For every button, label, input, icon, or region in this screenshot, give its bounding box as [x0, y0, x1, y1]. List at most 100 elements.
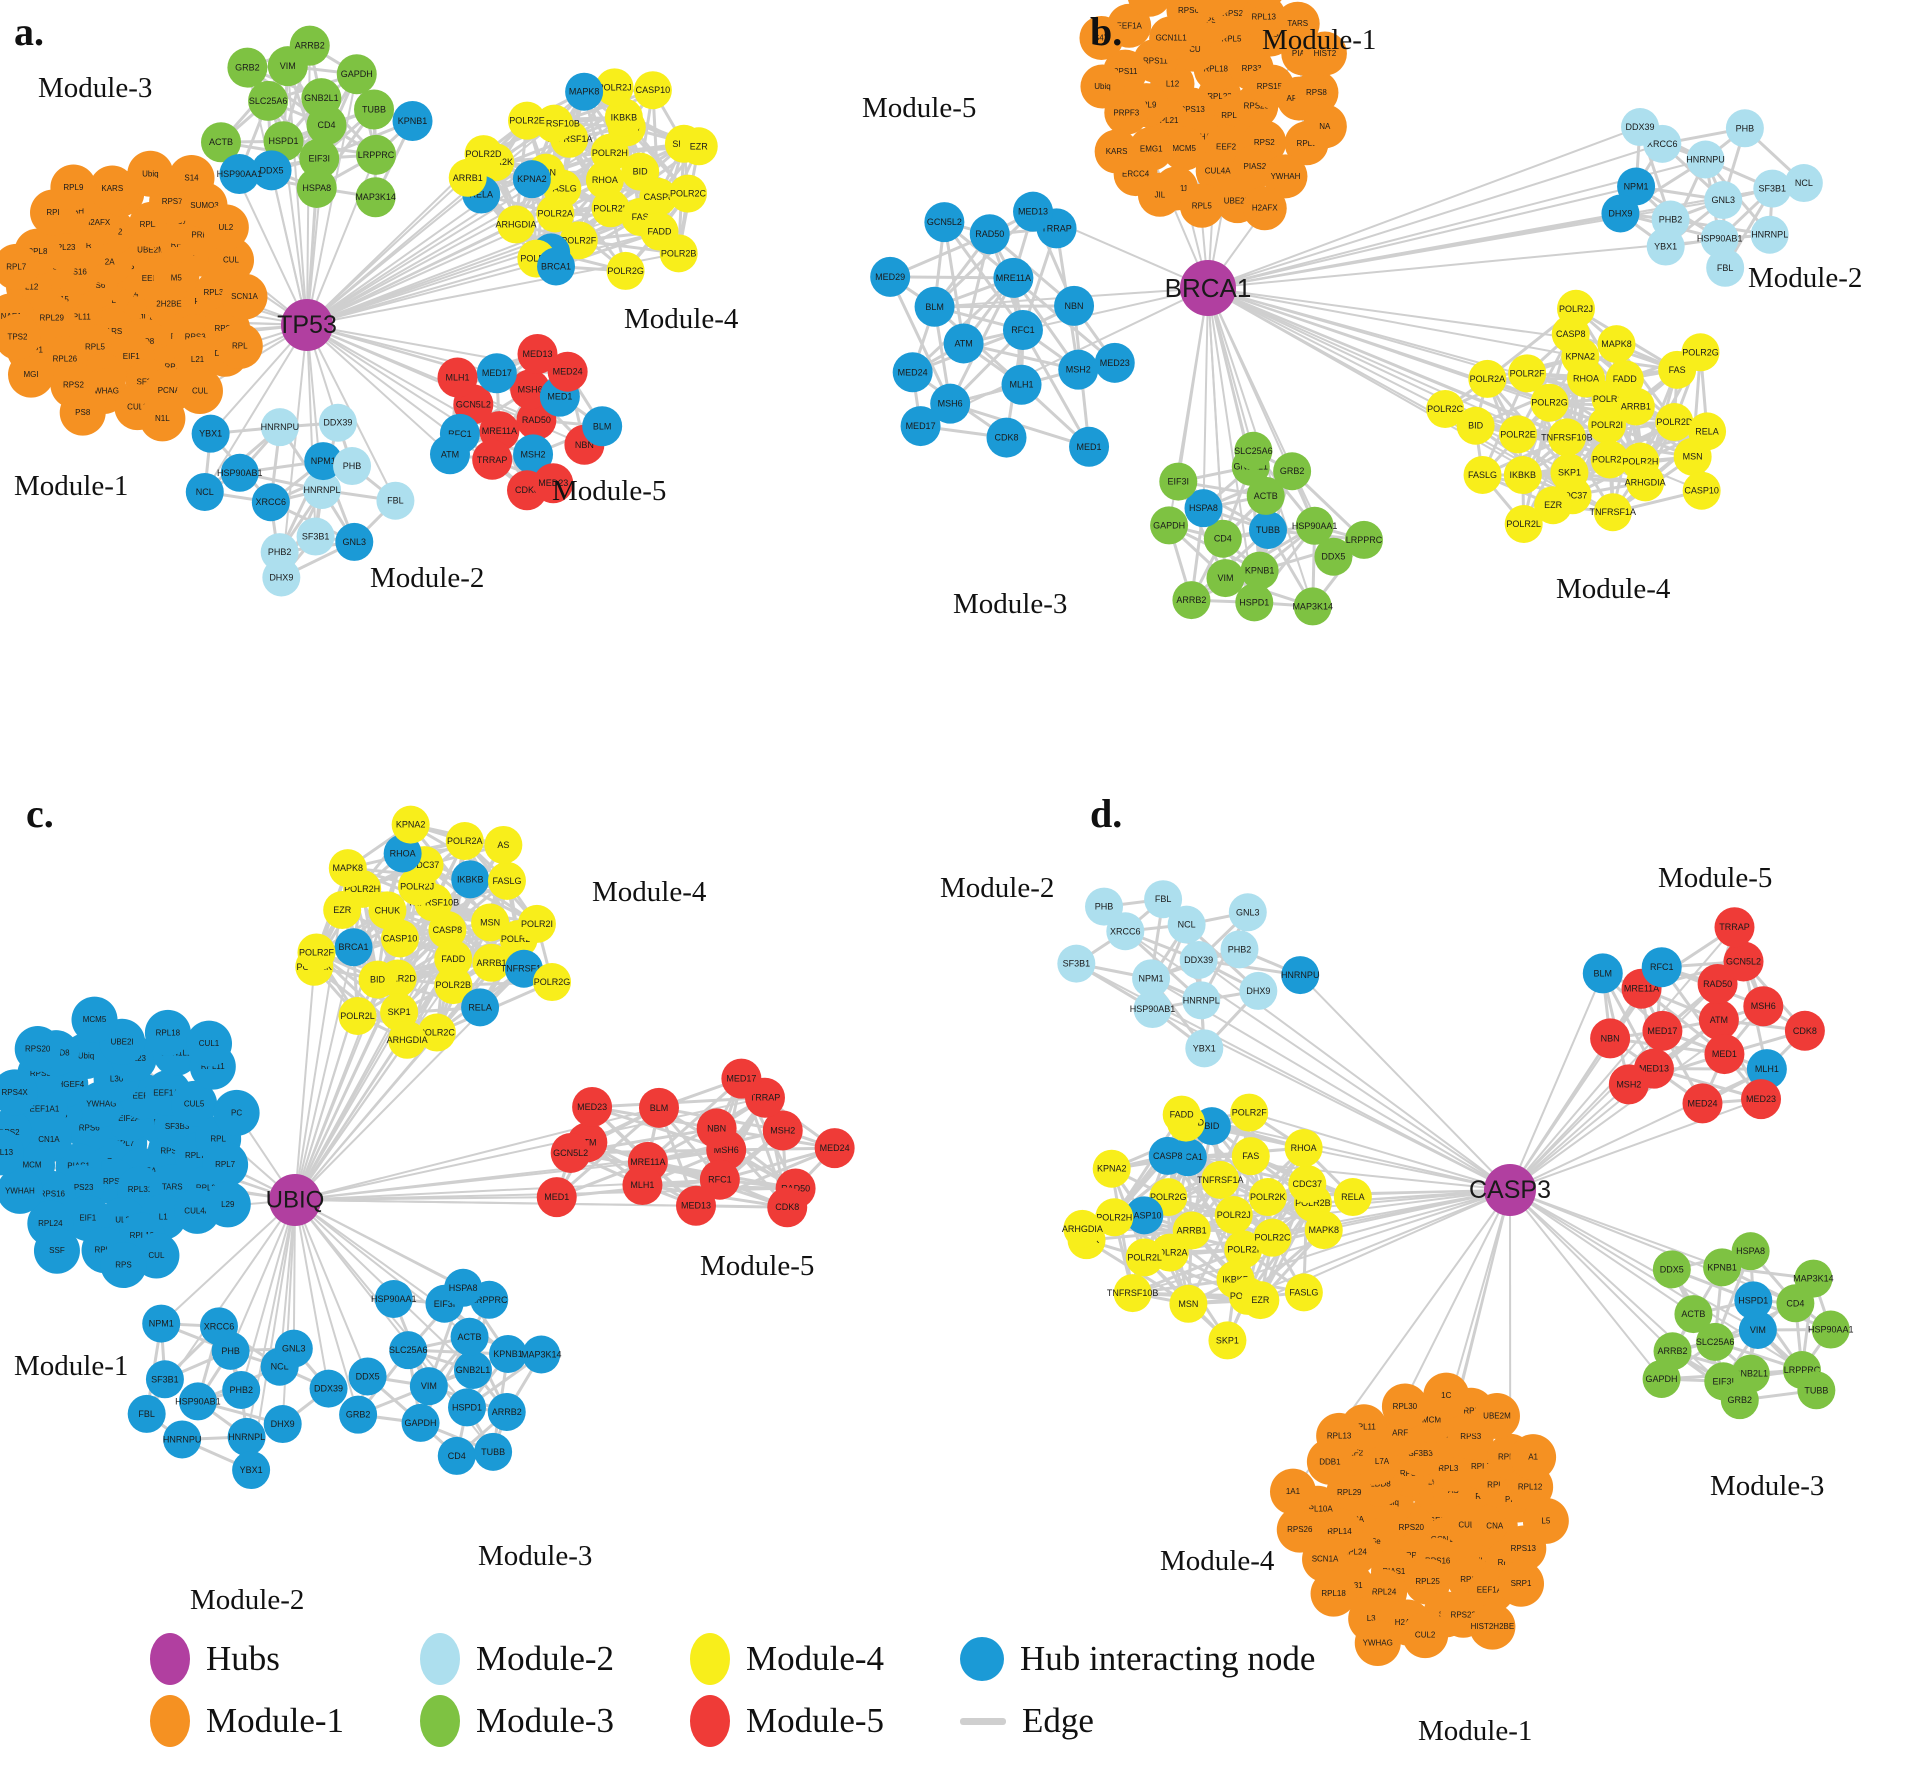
network-node[interactable]: YWHAG [1191, 0, 1235, 18]
network-node[interactable]: HNRNPU [1281, 956, 1320, 995]
network-node[interactable]: ARRB2 [289, 25, 330, 66]
network-node[interactable]: FADD [1605, 360, 1644, 399]
network-node[interactable]: SLC25A6 [248, 80, 289, 121]
network-node[interactable]: CASP8 [639, 177, 678, 216]
network-node[interactable]: ARRB1 [472, 943, 511, 982]
network-node[interactable]: POLR2L [1504, 505, 1543, 544]
network-node[interactable]: RFC1 [699, 1159, 740, 1200]
network-node[interactable]: CHUK [368, 891, 407, 930]
network-node[interactable]: IKBKB [1503, 456, 1542, 495]
network-node[interactable]: MED17 [476, 353, 517, 394]
network-node[interactable]: RPL18 [144, 1009, 191, 1056]
network-node[interactable]: POLR2K [1590, 440, 1629, 479]
network-node[interactable]: AS [484, 825, 523, 864]
network-node[interactable]: EZR [1534, 486, 1573, 525]
network-node[interactable]: GRB2 [339, 1395, 378, 1434]
network-node[interactable]: KPNB1 [392, 100, 433, 141]
network-node[interactable]: A1 [1510, 1434, 1557, 1481]
network-node[interactable]: NA [1302, 104, 1347, 149]
network-node[interactable]: GCN5L2 [924, 202, 965, 243]
network-node[interactable]: TUBB [474, 1432, 513, 1471]
network-node[interactable]: Ubiq [127, 150, 174, 197]
network-node[interactable]: MED23 [572, 1087, 613, 1128]
network-node[interactable]: ACTB [1674, 1295, 1713, 1334]
network-node[interactable]: MED13 [675, 1185, 716, 1226]
network-node[interactable]: RFC1 [1641, 947, 1682, 988]
network-node[interactable]: MED24 [547, 351, 588, 392]
network-node[interactable]: RPL [216, 322, 263, 369]
network-node[interactable]: MSH2 [1608, 1064, 1649, 1105]
network-node[interactable]: POLR2J [595, 68, 634, 107]
network-node[interactable]: FBL [1706, 248, 1745, 287]
network-node[interactable]: GRB2 [1273, 452, 1312, 491]
network-node[interactable]: IKBKB [451, 860, 490, 899]
network-node[interactable]: FAS [1231, 1137, 1270, 1176]
network-node[interactable]: SRP1 [1498, 1560, 1545, 1607]
network-node[interactable]: POLR2D [1655, 403, 1694, 442]
network-node[interactable]: TNFRSF1A [1590, 493, 1637, 532]
network-node[interactable]: H2AFX [1242, 186, 1287, 231]
network-node[interactable]: NPM1 [142, 1304, 181, 1343]
network-node[interactable]: NPM1 [1132, 959, 1171, 998]
network-node[interactable]: POLR2E [1498, 415, 1537, 454]
network-node[interactable]: HNRNPL [303, 471, 342, 510]
network-node[interactable]: XRCC6 [199, 1307, 238, 1346]
network-node[interactable]: MED23 [1094, 342, 1135, 383]
network-node[interactable]: ACTB [1246, 476, 1285, 515]
network-node[interactable]: RPL7 [202, 1141, 249, 1188]
network-node[interactable]: RELA [461, 988, 500, 1027]
network-node[interactable]: RELA [1688, 412, 1727, 451]
network-node[interactable]: DDX5 [1652, 1250, 1691, 1289]
network-node[interactable]: POLR2F [297, 933, 336, 972]
network-node[interactable]: POLR2L [591, 189, 630, 228]
network-node[interactable]: RAD50 [1697, 964, 1738, 1005]
network-node[interactable]: N1L [139, 395, 186, 442]
network-node[interactable]: ARHGDIA [1062, 1209, 1103, 1248]
network-node[interactable]: DHX9 [262, 558, 301, 597]
network-node[interactable]: GRB2 [227, 47, 268, 88]
network-node[interactable]: RPL18 [1310, 1570, 1357, 1617]
network-node[interactable]: MSN [471, 903, 510, 942]
network-node[interactable]: HSP90AB1 [217, 453, 263, 492]
network-node[interactable]: RHOA [383, 834, 422, 873]
network-node[interactable]: RELA [1333, 1178, 1372, 1217]
network-node[interactable]: S14 [168, 155, 215, 202]
network-node[interactable]: RFC1 [1002, 310, 1043, 351]
network-node[interactable]: HSP90AA1 [217, 154, 263, 195]
network-node[interactable]: CUL1 [186, 1020, 233, 1067]
network-node[interactable]: HSP90AB1 [1130, 990, 1176, 1029]
network-node[interactable]: RPL5 [1179, 183, 1224, 228]
network-node[interactable]: SKP1 [1208, 1321, 1247, 1360]
network-node[interactable]: IKBKB [604, 98, 643, 137]
network-node[interactable]: POLR2G [533, 963, 572, 1002]
network-node[interactable]: HSPA8 [1184, 489, 1223, 528]
network-node[interactable]: BLM [914, 286, 955, 327]
network-node[interactable]: POLR2E [508, 101, 547, 140]
network-node[interactable]: CUL [176, 367, 223, 414]
network-node[interactable]: KPNB1 [1240, 551, 1279, 590]
network-node[interactable]: CUL5 [171, 1080, 218, 1127]
network-node[interactable]: RPL13 [1316, 1412, 1363, 1459]
network-node[interactable]: 1A1 [1269, 1468, 1316, 1515]
network-node[interactable]: POLR2H [1095, 1198, 1134, 1237]
network-node[interactable]: HSP90AA1 [1808, 1310, 1854, 1349]
network-node[interactable]: BRCA1 [334, 928, 373, 967]
network-node[interactable]: MED13 [517, 334, 558, 375]
network-node[interactable]: KPNA2 [391, 805, 430, 844]
network-node[interactable]: EIF3I [1159, 462, 1198, 501]
network-node[interactable]: MCM5 [1162, 126, 1207, 171]
network-node[interactable]: RPS8 [1294, 70, 1339, 115]
network-node[interactable]: MED24 [892, 352, 933, 393]
network-node[interactable]: DDX39 [318, 403, 357, 442]
network-node[interactable]: MED23 [1741, 1079, 1782, 1120]
network-node[interactable]: XRCC6 [1106, 912, 1145, 951]
network-node[interactable]: CASP8 [1148, 1136, 1187, 1175]
hub-node-casp3[interactable]: CASP3 [1469, 1164, 1551, 1216]
network-node[interactable]: ACTB [450, 1317, 489, 1356]
network-node[interactable]: BLM [1582, 953, 1623, 994]
network-node[interactable]: POLR2J [1556, 289, 1595, 328]
network-node[interactable]: MED17 [900, 406, 941, 447]
network-node[interactable]: TUBB [1797, 1371, 1836, 1410]
network-node[interactable]: TNFRSF10B [1541, 418, 1593, 457]
network-node[interactable]: NBN [1590, 1018, 1631, 1059]
